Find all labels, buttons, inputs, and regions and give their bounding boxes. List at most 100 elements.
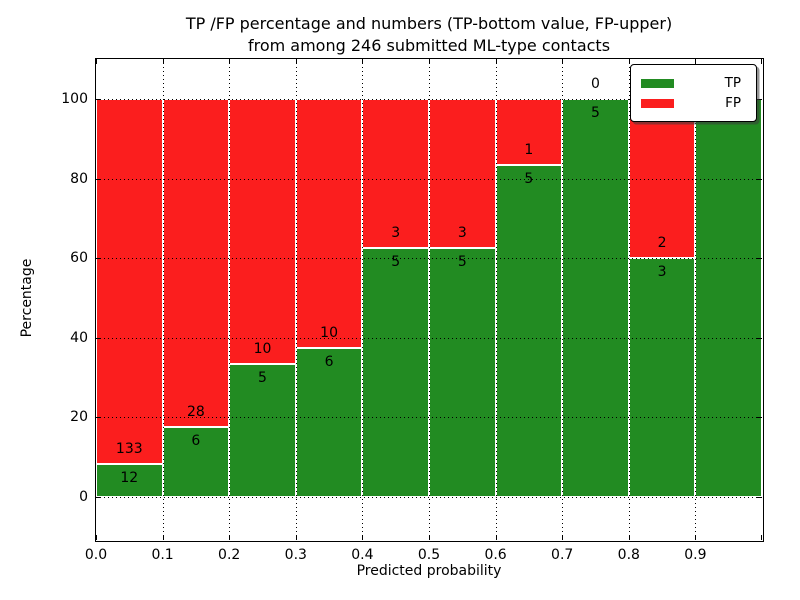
y-tick-label: 40 bbox=[70, 329, 88, 346]
x-tick-mark bbox=[628, 535, 630, 540]
legend-item-tp: TP bbox=[641, 74, 741, 92]
x-tick-mark bbox=[362, 535, 364, 540]
chart-title-line1: TP /FP percentage and numbers (TP-bottom… bbox=[185, 14, 673, 33]
vertical-gridline bbox=[162, 59, 164, 540]
fp-legend-swatch-icon bbox=[641, 98, 674, 108]
tp-count-label: 6 bbox=[324, 353, 334, 370]
x-tick-mark bbox=[162, 59, 164, 64]
x-tick-mark bbox=[562, 535, 564, 540]
fp-count-label: 3 bbox=[457, 225, 467, 242]
x-tick-label: 0.5 bbox=[417, 547, 441, 563]
tp-count-label: 12 bbox=[120, 470, 139, 487]
tp-legend-swatch-icon bbox=[641, 78, 674, 88]
x-tick-mark bbox=[429, 59, 430, 64]
bar-fp-segment bbox=[295, 99, 363, 348]
vertical-gridline bbox=[429, 59, 430, 540]
y-tick-mark bbox=[96, 337, 101, 339]
x-tick-mark bbox=[96, 535, 97, 540]
legend-label-tp: TP bbox=[724, 75, 741, 91]
x-tick-label: 0.0 bbox=[84, 547, 108, 563]
bar-fp-segment bbox=[162, 99, 230, 427]
y-tick-mark bbox=[757, 99, 762, 100]
y-tick-label: 0 bbox=[79, 489, 88, 505]
x-tick-mark bbox=[695, 535, 697, 540]
y-tick-label: 20 bbox=[70, 409, 88, 426]
bar-tp-segment bbox=[695, 99, 762, 497]
bar-tp-segment bbox=[429, 248, 496, 497]
y-tick-mark bbox=[757, 337, 762, 339]
x-tick-label: 0.1 bbox=[151, 547, 174, 563]
tp-count-label: 5 bbox=[524, 171, 534, 188]
tp-count-label: 6 bbox=[191, 432, 201, 449]
y-tick-mark bbox=[96, 99, 101, 100]
bar-tp-segment bbox=[628, 258, 696, 497]
y-tick-label: 80 bbox=[70, 170, 88, 187]
x-axis-label: Predicted probability bbox=[356, 563, 502, 579]
y-tick-label: 60 bbox=[70, 250, 88, 267]
vertical-gridline bbox=[495, 59, 497, 540]
tp-count-label: 5 bbox=[591, 105, 600, 121]
legend: TP FP bbox=[630, 64, 757, 122]
y-axis-label: Percentage bbox=[19, 258, 35, 338]
vertical-gridline bbox=[628, 59, 630, 540]
vertical-gridline bbox=[295, 59, 297, 540]
y-tick-mark bbox=[757, 258, 762, 260]
x-tick-mark bbox=[429, 535, 430, 540]
fp-count-label: 3 bbox=[391, 225, 401, 242]
y-tick-mark bbox=[96, 258, 101, 260]
tp-count-label: 5 bbox=[391, 254, 401, 271]
fp-count-label: 1 bbox=[524, 142, 534, 159]
bar-tp-segment bbox=[229, 364, 296, 497]
fp-count-label: 28 bbox=[186, 403, 205, 420]
fp-count-label: 10 bbox=[320, 324, 339, 341]
x-tick-mark bbox=[695, 59, 697, 64]
plot-area: 13312286105106353515052304 bbox=[94, 57, 764, 542]
x-tick-mark bbox=[229, 59, 231, 64]
fp-count-label: 10 bbox=[253, 341, 272, 358]
y-tick-mark bbox=[757, 497, 762, 498]
x-tick-label: 0.2 bbox=[218, 547, 241, 563]
x-tick-mark bbox=[628, 59, 630, 64]
x-tick-mark bbox=[495, 535, 497, 540]
x-tick-mark bbox=[562, 59, 564, 64]
y-tick-mark bbox=[96, 178, 101, 180]
x-tick-label: 0.7 bbox=[551, 547, 574, 563]
bar-tp-segment bbox=[362, 248, 429, 497]
y-tick-mark bbox=[96, 417, 101, 419]
bar-tp-segment bbox=[495, 165, 563, 497]
y-tick-mark bbox=[96, 497, 101, 498]
x-tick-mark bbox=[761, 535, 762, 540]
fp-count-label: 133 bbox=[115, 441, 143, 458]
x-tick-mark bbox=[761, 59, 762, 64]
bar-tp-segment bbox=[562, 99, 629, 497]
legend-item-fp: FP bbox=[641, 94, 741, 112]
vertical-gridline bbox=[229, 59, 231, 540]
x-tick-mark bbox=[96, 59, 97, 64]
x-tick-label: 0.8 bbox=[617, 547, 640, 563]
y-tick-label: 100 bbox=[61, 91, 88, 107]
x-tick-mark bbox=[295, 59, 297, 64]
fp-count-label: 2 bbox=[657, 235, 667, 252]
y-tick-mark bbox=[757, 178, 762, 180]
chart-title: TP /FP percentage and numbers (TP-bottom… bbox=[96, 13, 762, 57]
legend-label-fp: FP bbox=[725, 95, 741, 111]
bar-tp-segment bbox=[295, 347, 363, 497]
x-tick-mark bbox=[295, 535, 297, 540]
y-tick-mark bbox=[757, 417, 762, 419]
x-tick-label: 0.4 bbox=[351, 547, 374, 563]
bar-fp-segment bbox=[96, 99, 163, 465]
x-tick-label: 0.3 bbox=[284, 547, 307, 563]
vertical-gridline bbox=[695, 59, 697, 540]
x-tick-mark bbox=[229, 535, 231, 540]
x-tick-label: 0.6 bbox=[484, 547, 507, 563]
vertical-gridline bbox=[562, 59, 564, 540]
x-tick-mark bbox=[362, 59, 364, 64]
chart-title-line2: from among 246 submitted ML-type contact… bbox=[247, 36, 611, 55]
bar-fp-segment bbox=[229, 99, 296, 365]
x-tick-mark bbox=[495, 59, 497, 64]
x-tick-label: 0.9 bbox=[684, 547, 707, 563]
tp-count-label: 5 bbox=[258, 370, 267, 387]
tp-count-label: 3 bbox=[657, 264, 667, 281]
bar-tp-segment bbox=[96, 464, 163, 497]
